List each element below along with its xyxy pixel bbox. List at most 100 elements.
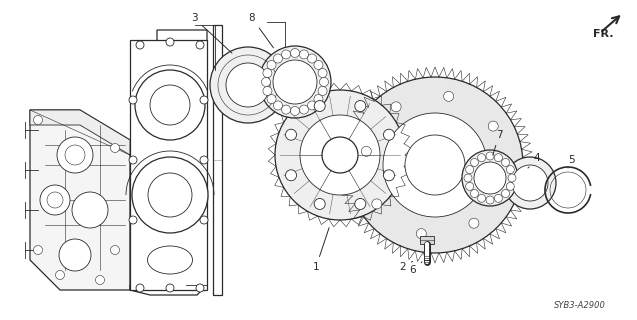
Circle shape: [466, 182, 474, 190]
Circle shape: [72, 192, 108, 228]
Polygon shape: [130, 30, 207, 295]
Circle shape: [299, 50, 308, 59]
Circle shape: [34, 116, 43, 124]
Circle shape: [299, 105, 308, 114]
Circle shape: [136, 41, 144, 49]
Circle shape: [506, 165, 514, 173]
Circle shape: [57, 137, 93, 173]
Circle shape: [504, 157, 556, 209]
Text: 5: 5: [568, 155, 575, 168]
Circle shape: [383, 129, 394, 140]
Circle shape: [275, 90, 405, 220]
Circle shape: [508, 174, 516, 182]
Circle shape: [200, 156, 208, 164]
Text: 1: 1: [313, 228, 329, 272]
Text: 2: 2: [399, 261, 413, 272]
Circle shape: [488, 121, 498, 131]
Circle shape: [200, 216, 208, 224]
Circle shape: [267, 60, 276, 69]
Text: FR.: FR.: [593, 29, 613, 39]
Circle shape: [110, 143, 120, 153]
Circle shape: [355, 198, 366, 210]
Circle shape: [282, 105, 290, 114]
Circle shape: [361, 146, 371, 156]
Circle shape: [501, 158, 510, 166]
Circle shape: [318, 86, 327, 95]
Circle shape: [259, 46, 331, 118]
Circle shape: [372, 199, 382, 209]
Circle shape: [443, 91, 454, 101]
Circle shape: [226, 63, 270, 107]
Circle shape: [96, 276, 104, 284]
Polygon shape: [130, 40, 207, 290]
Ellipse shape: [148, 246, 192, 274]
Circle shape: [322, 137, 358, 173]
Circle shape: [347, 77, 523, 253]
Circle shape: [262, 77, 271, 86]
Circle shape: [355, 100, 366, 112]
Circle shape: [200, 96, 208, 104]
Text: SYB3-A2900: SYB3-A2900: [554, 300, 606, 309]
Circle shape: [506, 182, 514, 190]
Polygon shape: [30, 110, 130, 155]
Circle shape: [314, 60, 323, 69]
Circle shape: [196, 41, 204, 49]
Polygon shape: [420, 236, 434, 244]
Circle shape: [308, 54, 317, 63]
Circle shape: [314, 198, 326, 210]
Polygon shape: [30, 110, 130, 290]
Text: 4: 4: [528, 153, 540, 168]
Circle shape: [290, 49, 299, 58]
Circle shape: [478, 194, 485, 202]
Circle shape: [308, 101, 317, 110]
Circle shape: [285, 129, 297, 140]
Circle shape: [290, 107, 299, 116]
Text: 6: 6: [410, 262, 422, 275]
Circle shape: [55, 270, 64, 279]
Circle shape: [136, 284, 144, 292]
Circle shape: [383, 170, 394, 181]
Circle shape: [273, 60, 317, 104]
Text: 8: 8: [248, 13, 273, 48]
Circle shape: [462, 150, 518, 206]
Circle shape: [486, 152, 494, 160]
Circle shape: [135, 70, 205, 140]
Circle shape: [282, 50, 290, 59]
Circle shape: [391, 102, 401, 112]
Circle shape: [34, 245, 43, 254]
Circle shape: [314, 100, 326, 112]
Circle shape: [486, 196, 494, 204]
Circle shape: [471, 158, 478, 166]
Circle shape: [405, 135, 465, 195]
Circle shape: [267, 94, 276, 104]
Circle shape: [464, 174, 472, 182]
Circle shape: [263, 86, 272, 95]
Text: 3: 3: [190, 13, 232, 53]
Circle shape: [129, 156, 137, 164]
Circle shape: [469, 218, 479, 228]
Circle shape: [318, 68, 327, 77]
Circle shape: [273, 54, 282, 63]
Circle shape: [166, 284, 174, 292]
Circle shape: [320, 77, 329, 86]
Circle shape: [466, 165, 474, 173]
Circle shape: [285, 170, 297, 181]
Circle shape: [132, 157, 208, 233]
Circle shape: [210, 47, 286, 123]
Text: 7: 7: [493, 130, 503, 155]
Polygon shape: [213, 25, 222, 295]
Circle shape: [110, 245, 120, 254]
Circle shape: [196, 284, 204, 292]
Circle shape: [471, 189, 478, 197]
Circle shape: [501, 189, 510, 197]
Circle shape: [478, 154, 485, 162]
Circle shape: [273, 101, 282, 110]
Circle shape: [383, 113, 487, 217]
Circle shape: [129, 96, 137, 104]
Circle shape: [499, 174, 509, 184]
Circle shape: [494, 154, 503, 162]
Circle shape: [65, 145, 85, 165]
Circle shape: [494, 194, 503, 202]
Circle shape: [474, 162, 506, 194]
Circle shape: [47, 192, 63, 208]
